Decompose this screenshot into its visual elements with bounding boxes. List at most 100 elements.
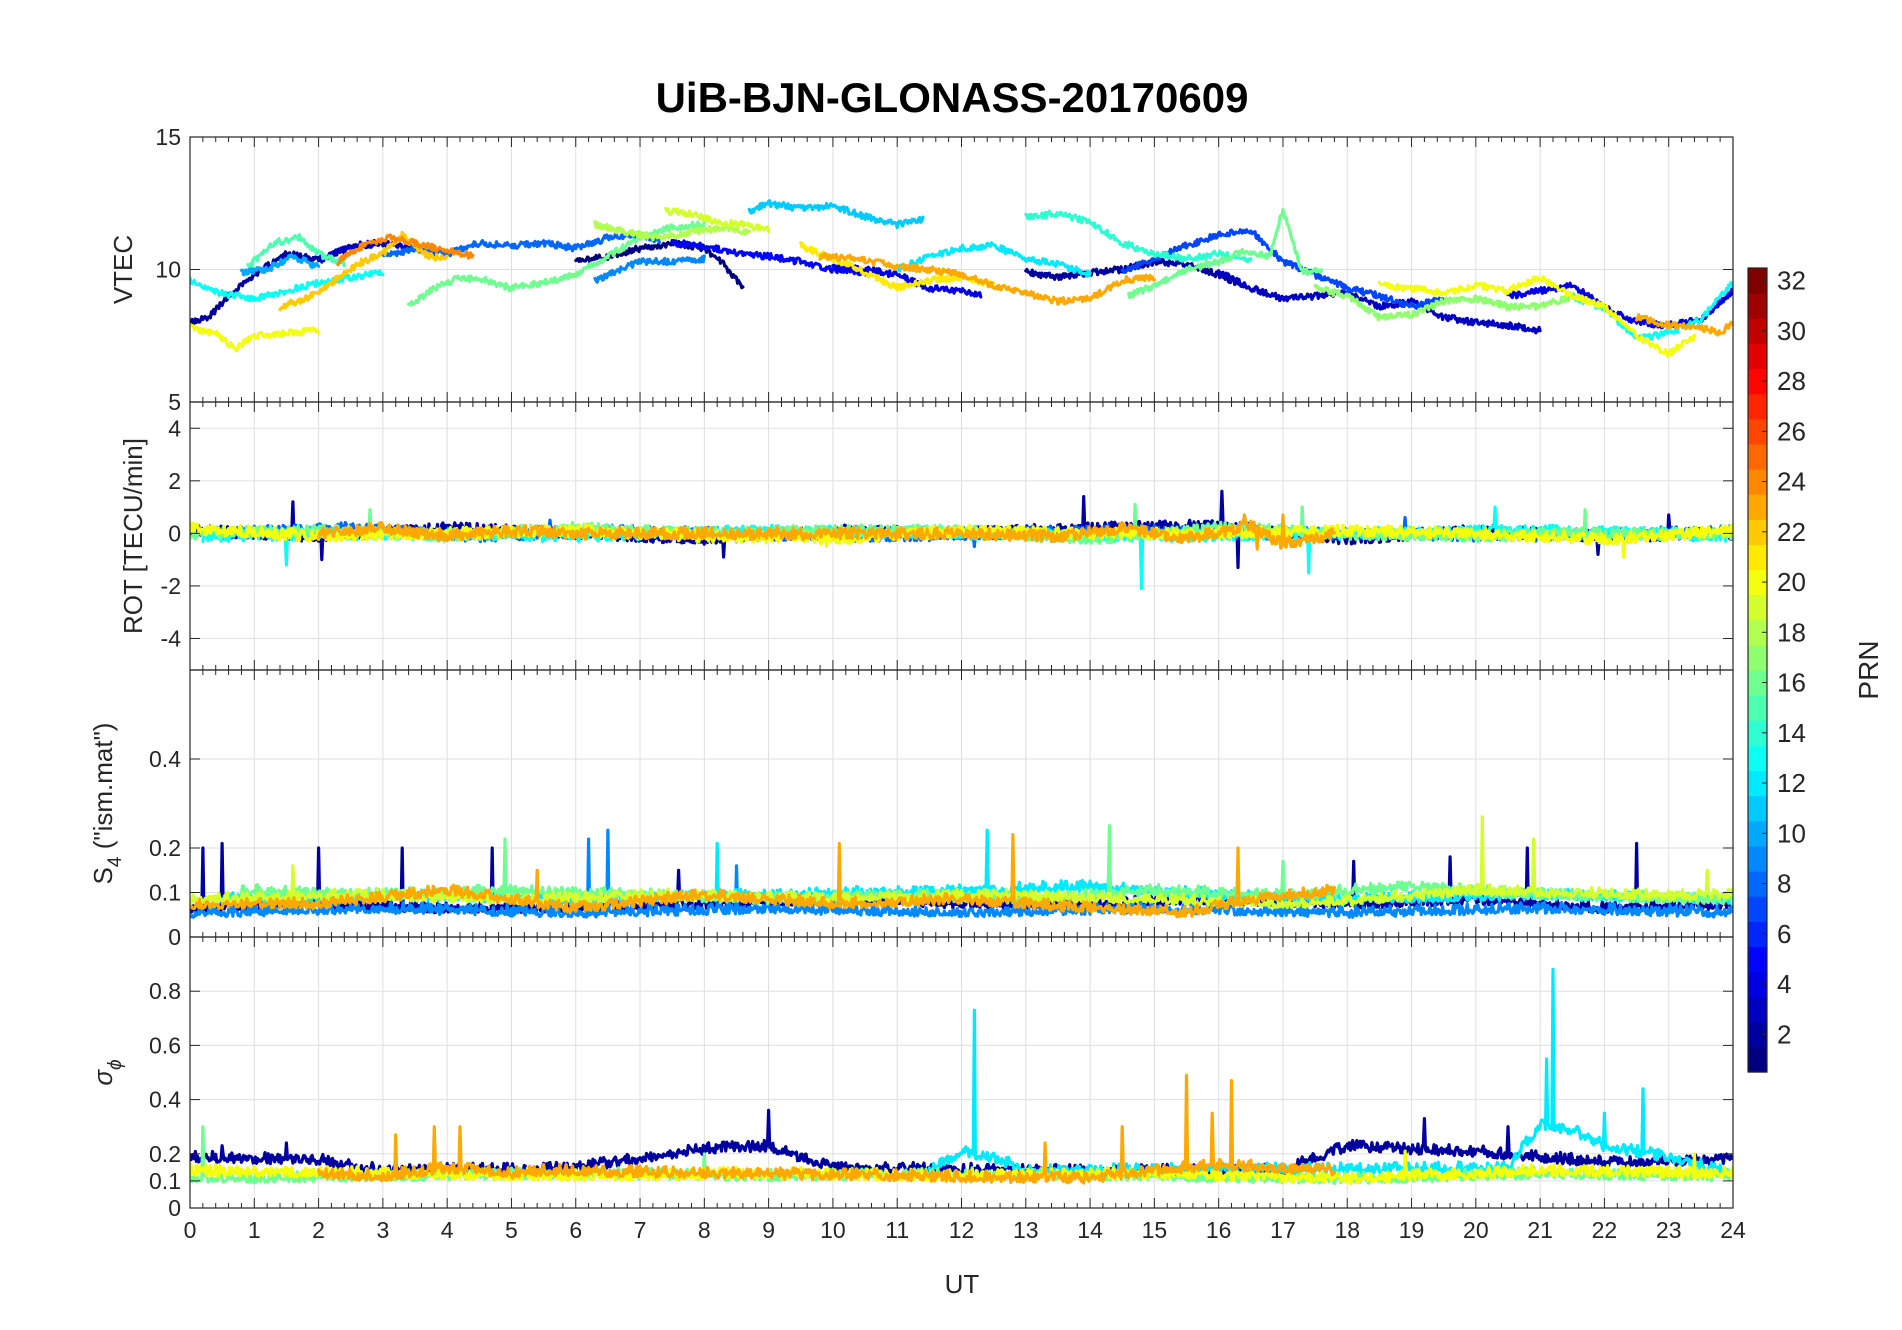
rot-y-tick-label: 2	[168, 468, 181, 494]
x-tick-label: 5	[505, 1217, 518, 1243]
x-tick-label: 6	[569, 1217, 582, 1243]
s4-y-tick-label: 0.2	[149, 835, 181, 861]
vtec-series-prn-4	[831, 262, 983, 299]
colorbar-segment	[1748, 368, 1767, 395]
vtec-series-prn-11	[747, 199, 925, 230]
vtec-series-prn-7	[1120, 228, 1446, 310]
colorbar-segment	[1748, 795, 1767, 822]
vtec-series-prn-21	[799, 241, 996, 292]
sigma-series-prn-23	[317, 1073, 1336, 1185]
vtec-tick-marks	[189, 136, 1734, 403]
colorbar-segment	[1748, 519, 1767, 545]
colorbar-segment	[1748, 820, 1767, 847]
colorbar-segment	[1748, 921, 1767, 947]
x-tick-label: 10	[820, 1217, 846, 1243]
colorbar-label: PRN	[1853, 640, 1884, 699]
colorbar-frame	[1747, 267, 1768, 1073]
chart-title: UiB-BJN-GLONASS-20170609	[656, 74, 1249, 121]
colorbar-segment	[1748, 1021, 1767, 1048]
x-tick-label: 22	[1592, 1217, 1618, 1243]
s4-tick-marks	[189, 670, 1734, 938]
colorbar-segment	[1748, 695, 1767, 721]
rot-grid	[189, 402, 1734, 670]
colorbar-tick-label: 32	[1777, 266, 1806, 296]
colorbar-tick-label: 12	[1777, 768, 1806, 798]
sigma-series-prn-12	[927, 967, 1733, 1177]
colorbar-tick-label: 8	[1777, 869, 1791, 899]
s4-y-axis-label: S4 ("ism.mat")	[88, 723, 126, 885]
colorbar-segment	[1748, 469, 1767, 495]
colorbar-tick-label: 6	[1777, 919, 1791, 949]
panel-rot: -4 -2 0 2 4 ROT [TECU/min]	[118, 401, 1734, 671]
s4-series-prn-23	[190, 833, 1336, 919]
vtec-y-axis-label: VTEC	[108, 235, 138, 304]
vtec-series-prn-15	[246, 233, 346, 269]
s4-y-tick-label: 0.4	[149, 746, 181, 772]
colorbar-segment	[1748, 770, 1767, 797]
colorbar-segment	[1748, 871, 1767, 897]
s4-y-tick-label: 0	[168, 924, 181, 950]
sigma-series-group	[190, 967, 1733, 1186]
x-tick-label: 15	[1142, 1217, 1168, 1243]
rot-y-tick-label: -4	[161, 625, 182, 651]
sigma-y-tick-label: 0	[168, 1195, 181, 1221]
colorbar-tick-label: 16	[1777, 668, 1806, 698]
vtec-series-prn-20	[190, 323, 321, 353]
vtec-series-prn-23	[818, 251, 1156, 306]
colorbar-segment	[1748, 343, 1767, 370]
x-tick-label: 11	[885, 1217, 909, 1243]
colorbar-segment	[1748, 418, 1767, 445]
colorbar-segment	[1748, 720, 1767, 746]
vtec-series-prn-10	[239, 253, 321, 277]
colorbar-tick-label: 24	[1777, 467, 1806, 497]
colorbar-segment	[1748, 971, 1767, 998]
vtec-series-prn-18	[593, 220, 751, 242]
x-tick-label: 0	[184, 1217, 197, 1243]
x-tick-label: 2	[312, 1217, 325, 1243]
x-tick-label: 19	[1399, 1217, 1425, 1243]
x-tick-label: 1	[248, 1217, 261, 1243]
panel-vtec: 5 10 15 VTEC	[108, 124, 1734, 415]
s4-y-tick-label: 0.1	[149, 880, 181, 906]
x-tick-label: 20	[1463, 1217, 1489, 1243]
x-tick-label: 18	[1334, 1217, 1360, 1243]
colorbar-tick-label: 10	[1777, 818, 1806, 848]
colorbar-segment	[1748, 670, 1767, 696]
vtec-y-tick-label: 15	[155, 124, 181, 150]
colorbar-segment	[1748, 996, 1767, 1023]
vtec-series-prn-24	[336, 233, 475, 267]
sigma-y-axis-label: σϕ	[88, 1059, 126, 1085]
colorbar-tick-label: 28	[1777, 366, 1806, 396]
rot-tick-marks	[189, 402, 1734, 670]
vtec-series-prn-16	[1127, 208, 1324, 300]
vtec-series-prn-8	[381, 231, 661, 258]
vtec-series-prn-19	[664, 206, 771, 234]
rot-y-axis-label: ROT [TECU/min]	[118, 438, 148, 634]
x-tick-label: 16	[1206, 1217, 1232, 1243]
colorbar-segment	[1748, 644, 1767, 671]
rot-series-prn-23	[317, 513, 1336, 551]
sigma-series-prn-2	[190, 1108, 1733, 1178]
x-tick-label: 13	[1013, 1217, 1039, 1243]
sigma-y-tick-label: 0.1	[149, 1168, 181, 1194]
vtec-y-tick-label: 10	[155, 257, 181, 283]
colorbar-segment	[1748, 1046, 1767, 1073]
vtec-series-prn-16	[407, 220, 706, 307]
colorbar-segment	[1748, 896, 1767, 922]
x-tick-label: 24	[1720, 1217, 1746, 1243]
colorbar-tick-label: 20	[1777, 567, 1806, 597]
vtec-series-prn-9	[593, 254, 706, 284]
colorbar-tick-label: 14	[1777, 718, 1806, 748]
s4-series-prn-9	[190, 828, 1733, 919]
panel-s4: 0 0.1 0.2 0.4 S4 ("ism.mat")	[88, 669, 1734, 950]
colorbar-tick-label: 18	[1777, 617, 1806, 647]
colorbar-segment	[1748, 946, 1767, 973]
x-tick-label: 17	[1270, 1217, 1296, 1243]
colorbar-segment	[1748, 594, 1767, 621]
sigma-y-tick-label: 0.8	[149, 978, 181, 1004]
rot-y-tick-label: 0	[168, 520, 181, 546]
vtec-series-prn-23	[1635, 313, 1733, 337]
colorbar-segment	[1748, 293, 1767, 319]
